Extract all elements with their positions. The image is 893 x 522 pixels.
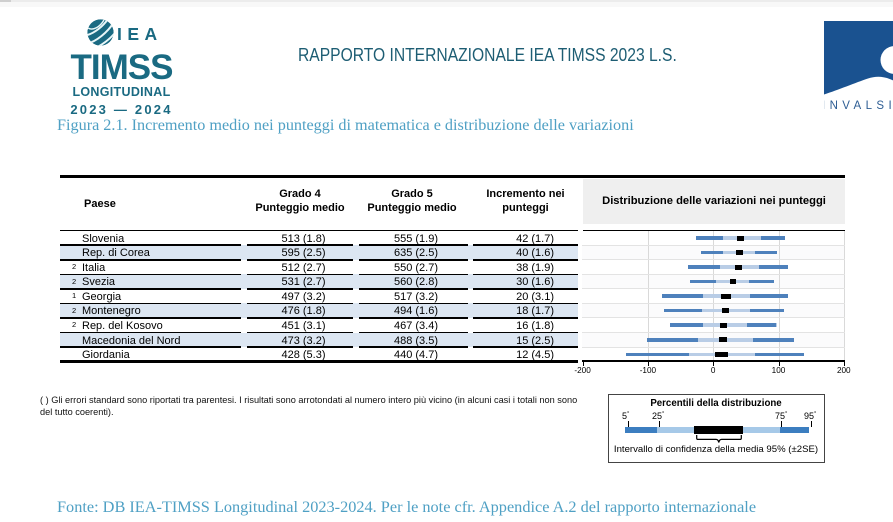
svg-text:INVALSI: INVALSI — [824, 100, 893, 112]
